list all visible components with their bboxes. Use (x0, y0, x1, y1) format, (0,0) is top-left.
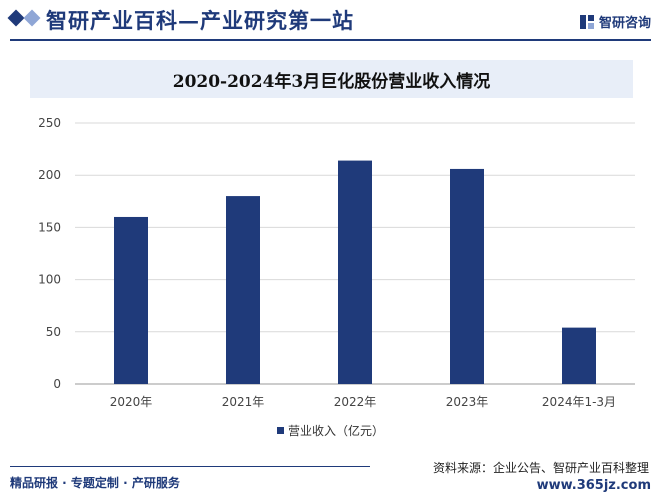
bar (450, 168, 484, 384)
brand-logo-icon (579, 14, 594, 29)
y-tick-label: 100 (38, 273, 61, 287)
bar (114, 216, 148, 384)
x-tick-label: 2022年 (334, 395, 377, 409)
bar (562, 327, 596, 384)
footer-url: www.365jz.com (536, 478, 651, 493)
header-title: 智研产业百科—产业研究第一站 (46, 8, 354, 33)
x-tick-label: 2024年1-3月 (542, 395, 616, 409)
chart-legend: 营业收入（亿元） (0, 422, 661, 439)
y-tick-label: 50 (46, 325, 61, 339)
y-tick-label: 250 (38, 116, 61, 130)
bar (226, 196, 260, 384)
y-tick-label: 200 (38, 168, 61, 182)
x-tick-label: 2020年 (110, 395, 153, 409)
x-tick-label: 2023年 (446, 395, 489, 409)
legend-swatch (276, 427, 284, 434)
brand-logo-text: 智研咨询 (598, 16, 651, 31)
y-tick-label: 150 (38, 220, 61, 234)
page-header: 智研产业百科—产业研究第一站 智研咨询 (0, 0, 661, 42)
x-tick-label: 2021年 (222, 395, 265, 409)
footer-services: 精品研报 · 专题定制 · 产研服务 (10, 476, 180, 490)
brand-logo: 智研咨询 (579, 12, 651, 31)
source-note: 资料来源：企业公告、智研产业百科整理 (432, 461, 649, 475)
chart-title-band: 2020-2024年3月巨化股份营业收入情况 (30, 60, 633, 98)
footer-divider (10, 466, 370, 467)
legend-label: 营业收入（亿元） (287, 424, 384, 438)
header-divider (10, 39, 651, 41)
chart-title: 2020-2024年3月巨化股份营业收入情况 (172, 71, 491, 92)
y-tick-label: 0 (53, 377, 61, 391)
bar (338, 160, 372, 384)
